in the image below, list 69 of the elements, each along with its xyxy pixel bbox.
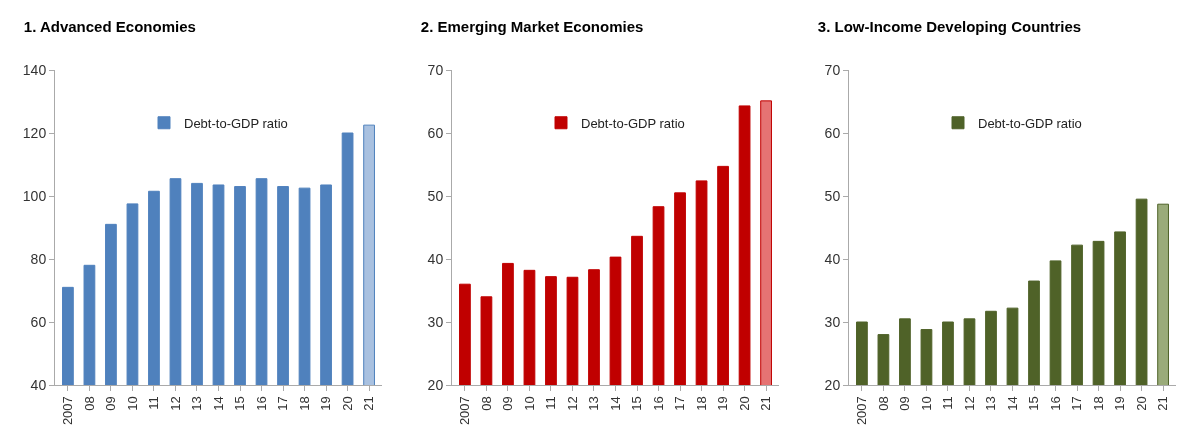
y-tick-label: 70 bbox=[427, 61, 444, 78]
y-tick-label: 20 bbox=[427, 376, 444, 393]
x-tick-label: 20 bbox=[339, 396, 355, 411]
x-tick-label: 08 bbox=[81, 396, 97, 411]
x-tick-label: 18 bbox=[296, 396, 312, 411]
x-tick-label: 17 bbox=[672, 396, 688, 411]
y-tick-label: 40 bbox=[427, 250, 444, 267]
y-tick-label: 50 bbox=[427, 187, 444, 204]
x-tick-label: 2007 bbox=[854, 396, 870, 426]
y-tick-label: 50 bbox=[824, 187, 841, 204]
y-tick-label: 30 bbox=[824, 313, 841, 330]
x-tick-label: 13 bbox=[586, 396, 602, 411]
x-tick-label: 09 bbox=[897, 396, 913, 411]
legend-label: Debt-to-GDP ratio bbox=[184, 115, 288, 131]
x-tick-label: 13 bbox=[189, 396, 205, 411]
y-tick-label: 60 bbox=[427, 124, 444, 141]
x-tick-label: 16 bbox=[650, 396, 666, 411]
y-tick-label: 20 bbox=[824, 376, 841, 393]
y-tick-label: 60 bbox=[30, 313, 47, 330]
x-tick-label: 20 bbox=[1133, 396, 1149, 411]
x-tick-label: 14 bbox=[1004, 396, 1020, 411]
x-tick-label: 15 bbox=[629, 396, 645, 411]
x-tick-label: 2007 bbox=[60, 396, 76, 426]
chart-title: 1. Advanced Economies bbox=[23, 18, 196, 36]
x-tick-label: 21 bbox=[1155, 396, 1171, 411]
x-tick-label: 11 bbox=[146, 396, 162, 410]
x-tick-label: 11 bbox=[543, 396, 559, 410]
x-tick-label: 10 bbox=[124, 396, 140, 411]
y-tick-label: 30 bbox=[427, 313, 444, 330]
y-tick-label: 140 bbox=[22, 61, 47, 78]
x-tick-label: 21 bbox=[361, 396, 377, 411]
x-tick-label: 16 bbox=[1047, 396, 1063, 411]
x-tick-label: 18 bbox=[1090, 396, 1106, 411]
x-tick-label: 10 bbox=[521, 396, 537, 411]
x-tick-label: 17 bbox=[1069, 396, 1085, 411]
x-tick-label: 21 bbox=[758, 396, 774, 411]
x-tick-label: 09 bbox=[103, 396, 119, 411]
x-tick-label: 17 bbox=[275, 396, 291, 411]
y-tick-label: 80 bbox=[30, 250, 47, 267]
x-tick-label: 12 bbox=[564, 396, 580, 411]
x-tick-label: 12 bbox=[961, 396, 977, 411]
x-tick-label: 19 bbox=[715, 396, 731, 411]
x-tick-label: 13 bbox=[983, 396, 999, 411]
x-tick-label: 19 bbox=[1112, 396, 1128, 411]
y-tick-label: 40 bbox=[824, 250, 841, 267]
x-tick-label: 18 bbox=[693, 396, 709, 411]
chart-title: 2. Emerging Market Economies bbox=[420, 18, 644, 36]
x-tick-label: 12 bbox=[167, 396, 183, 411]
x-tick-label: 19 bbox=[318, 396, 334, 411]
x-tick-label: 09 bbox=[500, 396, 516, 411]
x-tick-label: 15 bbox=[232, 396, 248, 411]
x-tick-label: 08 bbox=[478, 396, 494, 411]
y-tick-label: 100 bbox=[22, 187, 47, 204]
chart-title: 3. Low-Income Developing Countries bbox=[817, 18, 1082, 36]
x-tick-label: 10 bbox=[918, 396, 934, 411]
x-tick-label: 20 bbox=[736, 396, 752, 411]
legend-label: Debt-to-GDP ratio bbox=[581, 115, 685, 131]
x-tick-label: 11 bbox=[940, 396, 956, 410]
x-tick-label: 15 bbox=[1026, 396, 1042, 411]
y-tick-label: 40 bbox=[30, 376, 47, 393]
x-tick-label: 14 bbox=[210, 396, 226, 411]
legend-label: Debt-to-GDP ratio bbox=[978, 115, 1082, 131]
x-tick-label: 2007 bbox=[457, 396, 473, 426]
x-tick-label: 16 bbox=[253, 396, 269, 411]
y-tick-label: 70 bbox=[824, 61, 841, 78]
x-tick-label: 08 bbox=[875, 396, 891, 411]
x-tick-label: 14 bbox=[607, 396, 623, 411]
y-tick-label: 60 bbox=[824, 124, 841, 141]
y-tick-label: 120 bbox=[22, 124, 47, 141]
